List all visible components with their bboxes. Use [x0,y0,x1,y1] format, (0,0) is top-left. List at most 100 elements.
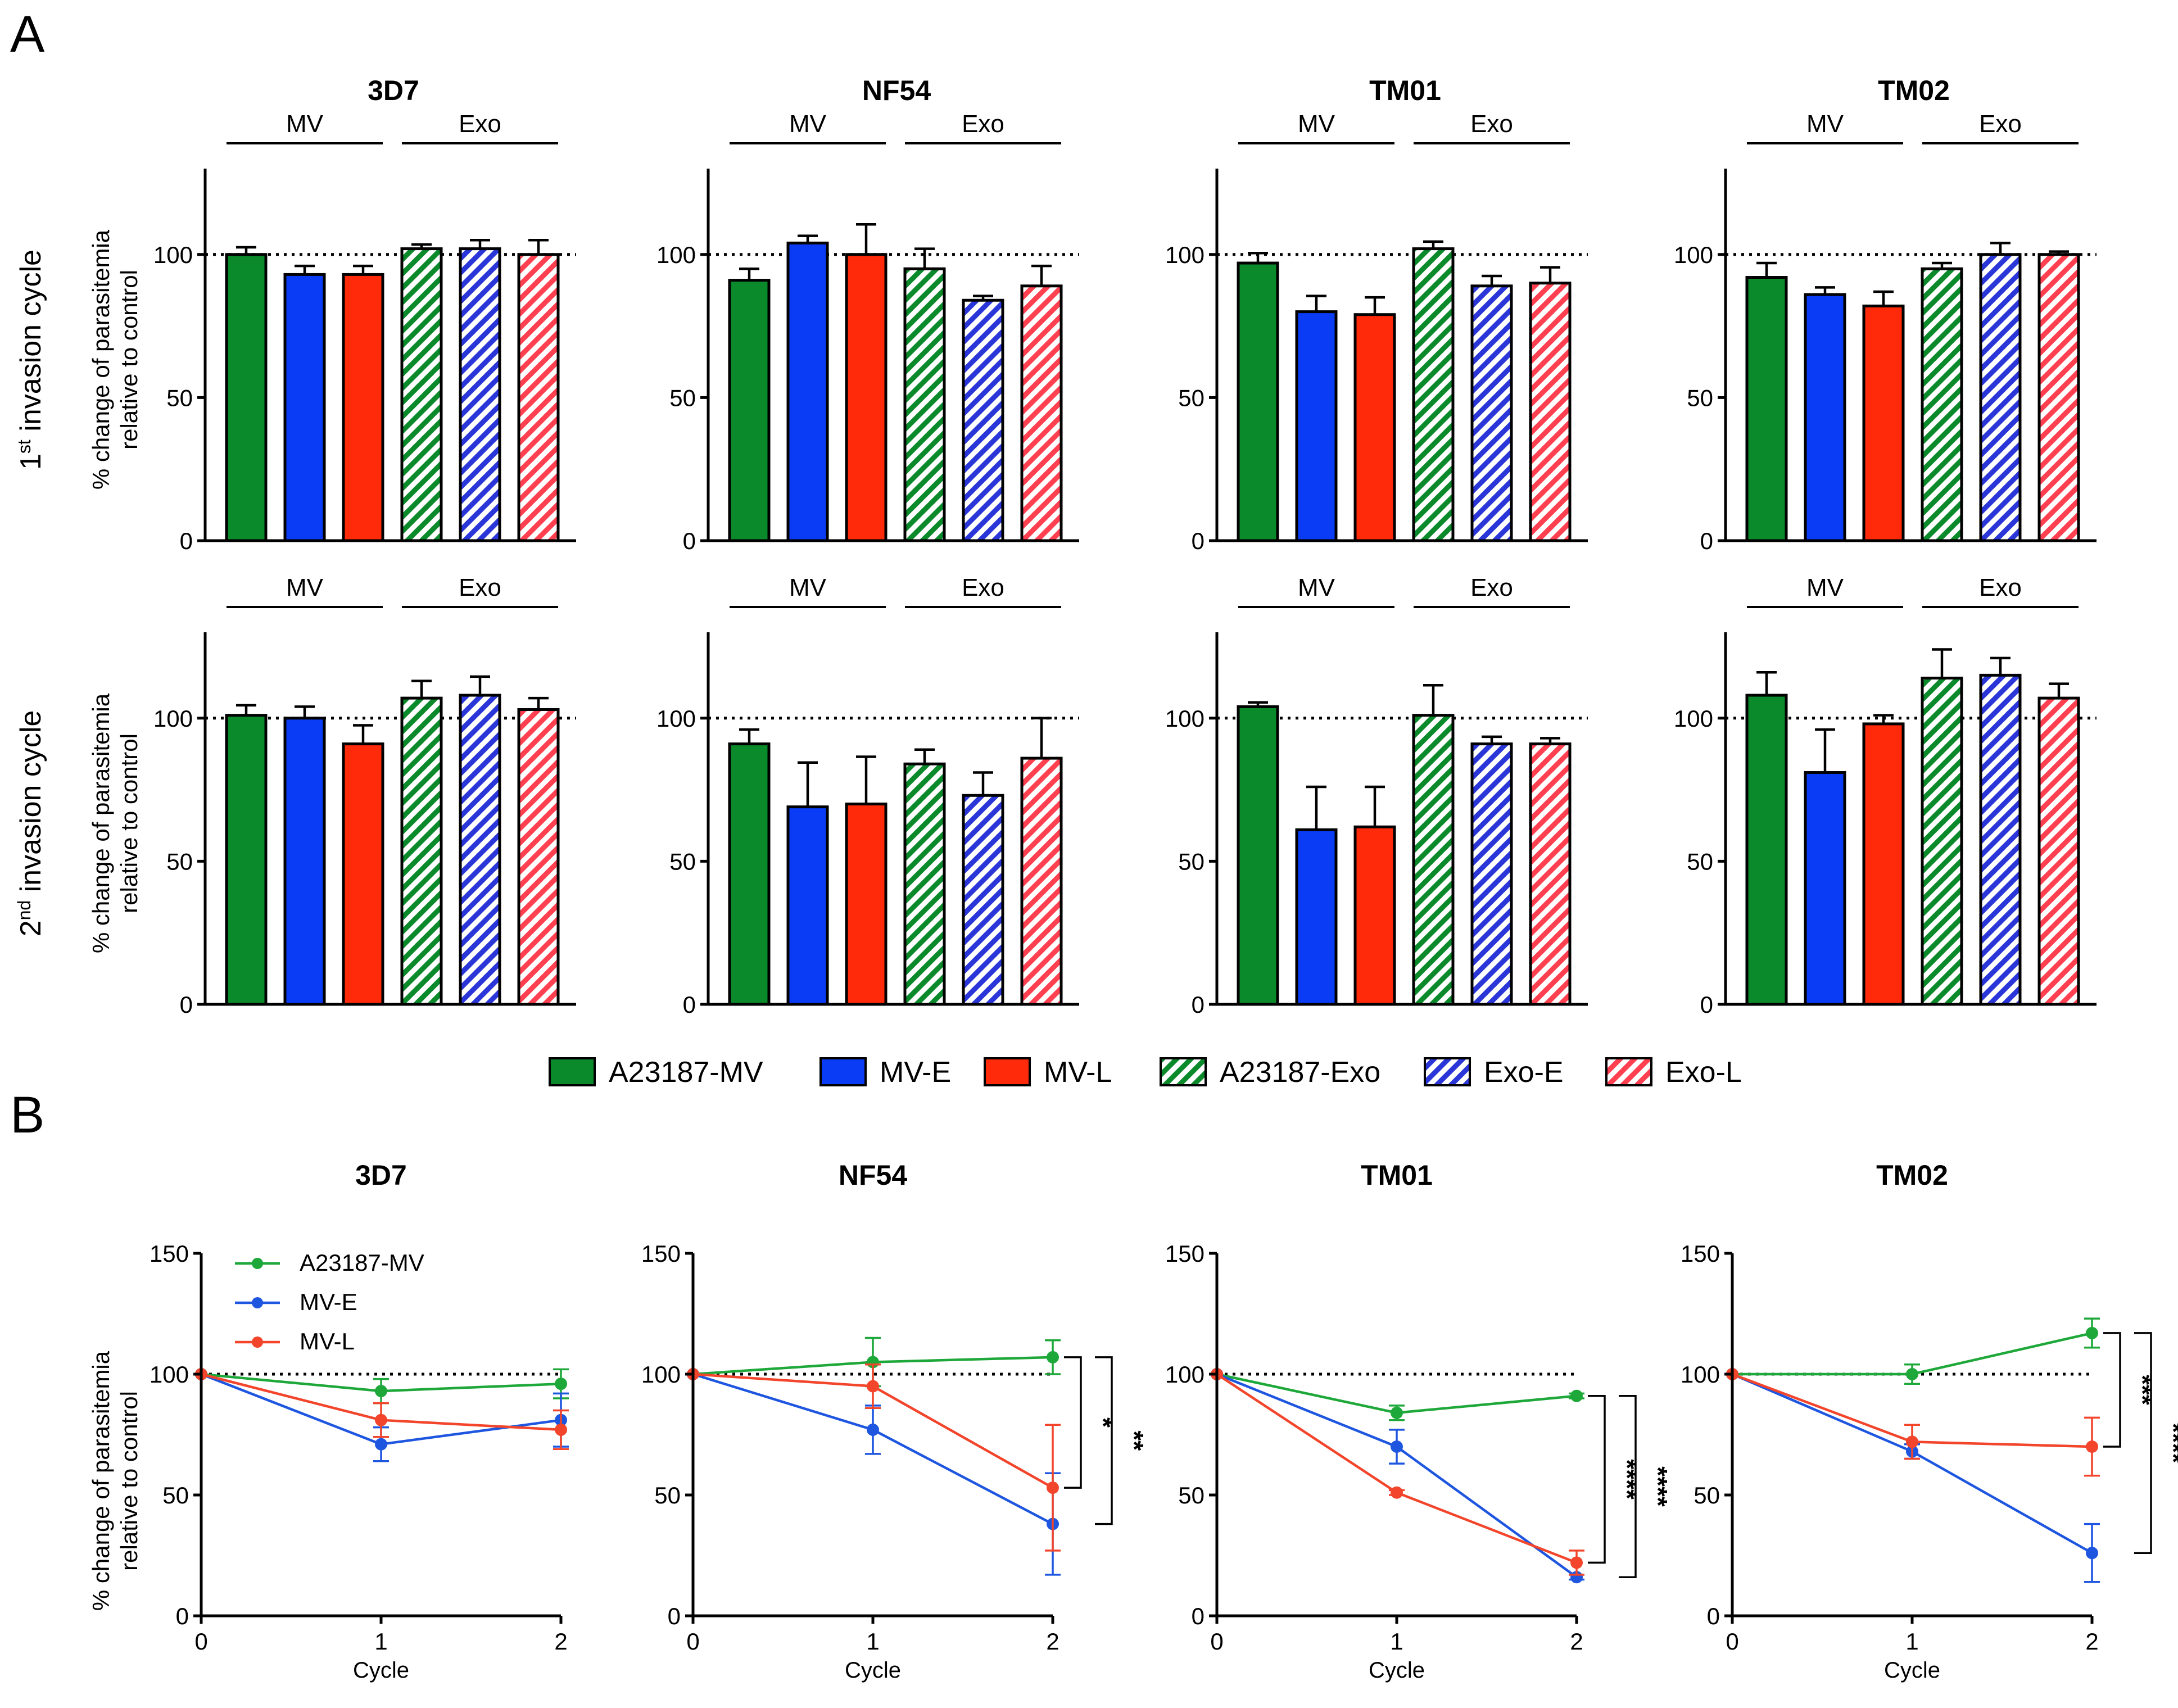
y-tick-label: 0 [176,1603,189,1629]
legend-label-exo-l: Exo-L [1665,1056,1742,1089]
group-label-exo: Exo [1979,110,2022,138]
line-chart-title: 3D7 [355,1159,407,1191]
y-axis-label-row1-line1: % change of parasitemia [88,229,114,490]
legend-swatch-mv-e [819,1057,867,1086]
bar-chart-5: MV Exo 0 50 100 [656,574,1079,1018]
data-point-a23187-mv [2086,1326,2098,1339]
y-tick-label: 100 [150,1361,189,1388]
y-tick-label: 50 [1178,1482,1205,1508]
y-tick-label: 50 [162,1482,189,1508]
legend-label-a23187-mv: A23187-MV [300,1249,424,1276]
line-chart-3: TM02 0 50 100 150 0 1 2 Cycle ******* [1681,1159,2178,1683]
y-tick-label: 50 [669,384,696,411]
bar-exo-l [1020,756,1063,1006]
data-point-a23187-mv [1047,1351,1059,1363]
row-label-cycle1-suffix: invasion cycle [15,250,47,440]
x-axis-label: Cycle [353,1658,409,1683]
bar-exo-l [1020,284,1063,542]
bar-mv-l [1353,825,1396,1006]
bar-mv-e [283,273,326,542]
bar-exo-l [2037,696,2080,1006]
bar-mv-e [786,805,829,1006]
group-label-mv: MV [286,574,324,601]
row-label-cycle1: 1st invasion cycle [14,250,47,470]
y-tick-label: 100 [656,242,696,268]
bar-exo-l [517,708,560,1006]
legend-marker-mv-e [252,1297,263,1308]
group-label-exo: Exo [1470,110,1513,138]
y-axis-label-row1-line2: relative to control [116,270,142,450]
x-tick-label: 1 [374,1628,387,1655]
line-chart-0: 3D7 0 50 100 150 0 1 2 Cycle A23187-MV MV-E MV-L [150,1159,569,1683]
bar-chart-2: TM01 MV Exo 0 50 100 [1165,75,1588,554]
y-axis-label-b-line2: relative to control [116,1391,142,1571]
bar-a23187-mv [728,279,771,542]
legend-marker-mv-l [252,1337,263,1348]
bar-a23187-mv [1237,261,1279,542]
significance-bracket [1064,1356,1082,1489]
y-axis-label-row2-line2: relative to control [116,733,142,913]
group-label-exo: Exo [1470,574,1513,601]
legend-marker-a23187-mv [252,1258,263,1269]
bar-mv-l [845,253,887,542]
bar-a23187-exo [400,696,443,1006]
y-tick-label: 0 [683,991,696,1018]
row-label-cycle2-sup: nd [14,900,34,921]
legend-swatch-exo-l [1605,1057,1652,1086]
bar-mv-l [845,803,887,1006]
bar-a23187-mv [728,742,771,1006]
y-axis-label-row2-line1: % change of parasitemia [88,693,114,953]
bar-mv-l [342,273,384,542]
x-tick-label: 0 [1210,1628,1223,1655]
legend-label-a23187-exo: A23187-Exo [1220,1056,1380,1089]
y-tick-label: 100 [656,705,696,732]
bar-exo-e [962,298,1004,542]
row-label-cycle1-sup: st [14,440,34,454]
bar-a23187-exo [1412,247,1455,542]
y-tick-label: 0 [1707,1603,1720,1629]
y-tick-label: 100 [153,705,193,732]
bar-mv-e [1804,771,1846,1006]
legend-label-mv-l: MV-L [300,1328,355,1354]
bar-a23187-mv [1745,694,1788,1006]
line-chart-1: NF54 0 50 100 150 0 1 2 Cycle *** [641,1159,1149,1683]
y-tick-label: 50 [1178,384,1205,411]
significance-label: **** [1643,1466,1673,1507]
bar-chart-7: MV Exo 0 50 100 [1674,574,2097,1018]
bar-a23187-exo [1921,267,1963,542]
bar-a23187-exo [1921,676,1963,1006]
x-axis-label: Cycle [845,1658,901,1683]
data-point-mv-l [555,1423,567,1436]
y-tick-label: 50 [1178,848,1205,875]
series-line-mv-e [1732,1372,2093,1555]
group-label-mv: MV [1298,110,1335,138]
bar-exo-l [1529,742,1572,1006]
significance-label: ** [1120,1430,1149,1451]
y-tick-label: 100 [1165,1361,1205,1388]
y-tick-label: 100 [153,242,193,268]
significance-label: **** [1613,1459,1642,1499]
x-tick-label: 1 [866,1628,879,1655]
row-label-cycle2-suffix: invasion cycle [15,710,47,900]
data-point-a23187-mv [1570,1389,1583,1402]
x-tick-label: 2 [2085,1628,2098,1655]
x-tick-label: 2 [554,1628,567,1655]
significance-bracket [1619,1394,1637,1578]
bar-chart-title: TM01 [1369,75,1441,106]
group-label-mv: MV [789,574,827,601]
bar-exo-e [1979,253,2022,542]
legend-swatch-a23187-exo [1160,1057,1207,1086]
row-label-cycle2: 2nd invasion cycle [14,710,47,937]
y-tick-label: 100 [1165,242,1205,268]
y-tick-label: 100 [1165,705,1205,732]
group-label-mv: MV [1298,574,1335,601]
data-point-mv-l [1047,1482,1059,1494]
y-tick-label: 50 [654,1482,681,1508]
data-point-mv-e [867,1423,879,1436]
bar-exo-e [1470,742,1513,1006]
data-point-a23187-mv [375,1385,387,1398]
y-tick-label: 0 [180,528,193,554]
significance-label: * [1089,1417,1118,1428]
line-chart-title: NF54 [839,1159,907,1191]
group-label-mv: MV [1806,574,1844,601]
